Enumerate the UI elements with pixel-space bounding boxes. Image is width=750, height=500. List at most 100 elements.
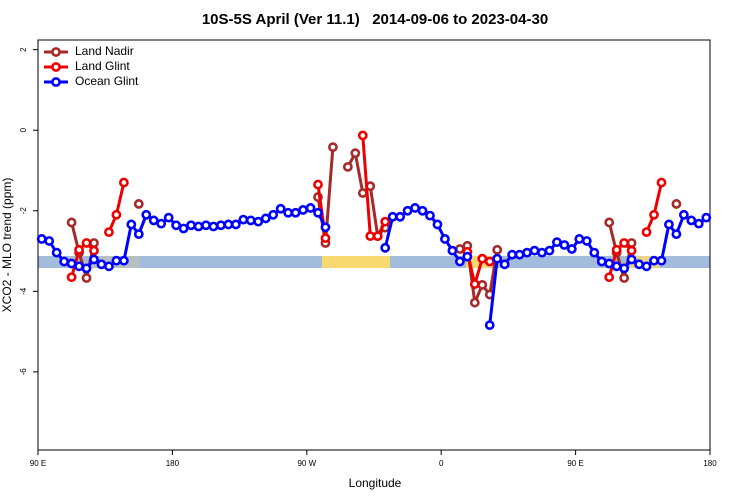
data-point [529,245,540,256]
data-point [66,217,77,228]
series-line [107,182,126,233]
data-point [89,238,99,248]
data-point [290,207,301,218]
data-point [59,256,70,267]
data-point [342,161,353,172]
data-point [133,199,144,209]
data-point [522,247,532,258]
data-point [163,212,174,223]
data-point [678,209,689,220]
data-point [477,279,488,290]
data-point [111,255,122,266]
data-point [44,236,55,246]
data-point [51,247,62,258]
data-point [514,249,525,260]
y-tick-label: 0 [19,127,28,132]
data-point [268,209,279,220]
data-point [238,214,249,225]
data-point [664,219,674,230]
series-line [645,182,663,233]
data-point [74,261,84,272]
plot-frame [37,39,711,451]
data-point [589,247,600,258]
data-point [432,219,443,230]
data-point [126,219,137,230]
x-tick-label: 90 E [30,459,46,468]
data-point [357,130,368,141]
legend-label: Land Nadir [75,44,134,58]
data-point [559,240,570,250]
series [66,130,667,290]
data-point [619,273,630,283]
data-point [574,234,585,244]
data-point [104,261,114,272]
data-point [477,253,488,264]
data-point [253,216,264,227]
data-point [634,259,644,270]
data-point [372,231,383,242]
data-point [148,215,159,226]
data-point [193,221,204,232]
data-point [81,263,92,274]
data-point [357,188,368,198]
data-point [454,256,465,267]
data-point [552,237,562,248]
data-point [118,177,129,188]
series [36,203,712,331]
data-point [469,297,480,308]
data-point [447,245,458,256]
data-point [66,258,77,269]
x-tick-label: 0 [439,459,444,468]
data-point [320,233,331,244]
data-point [417,205,428,216]
data-point [649,255,659,266]
data-point [701,212,712,223]
data-point [36,234,47,244]
data-point [118,255,129,266]
data-point [626,238,637,248]
y-tick-label: 2 [19,47,28,52]
data-point [537,247,547,258]
data-point [649,209,659,220]
data-point [156,218,167,229]
data-point [484,256,495,267]
data-point [581,236,592,246]
y-tick-label: -6 [19,368,28,376]
data-point [133,229,144,240]
x-tick-label: 180 [166,459,180,468]
data-point [313,207,323,218]
data-point [492,253,503,264]
y-tick-label: -4 [19,287,28,295]
data-point [96,259,107,270]
data-point [313,179,323,190]
data-point [410,203,420,213]
x-tick-label: 90 W [297,459,316,468]
legend-label: Land Glint [75,59,130,73]
data-point [656,177,667,188]
data-point [499,259,510,270]
data-point [380,242,391,253]
data-point [693,218,704,229]
data-point [201,220,211,231]
data-point [283,207,294,218]
data-point [380,216,391,227]
y-tick-label: -2 [19,207,28,215]
data-point [216,220,226,231]
data-point [89,245,99,256]
data-point [81,238,92,248]
data-point [171,220,182,231]
data-point [671,199,682,209]
data-point [671,229,682,240]
data-point [298,205,308,215]
data-point [619,263,630,274]
data-point [260,213,271,224]
data-point [104,227,114,238]
data-point [111,209,122,220]
data-point [141,209,152,220]
data-point [492,244,503,255]
data-point [178,223,189,234]
data-point [66,272,77,283]
data-point [566,244,577,254]
data-point [440,234,450,244]
data-point [186,220,196,231]
